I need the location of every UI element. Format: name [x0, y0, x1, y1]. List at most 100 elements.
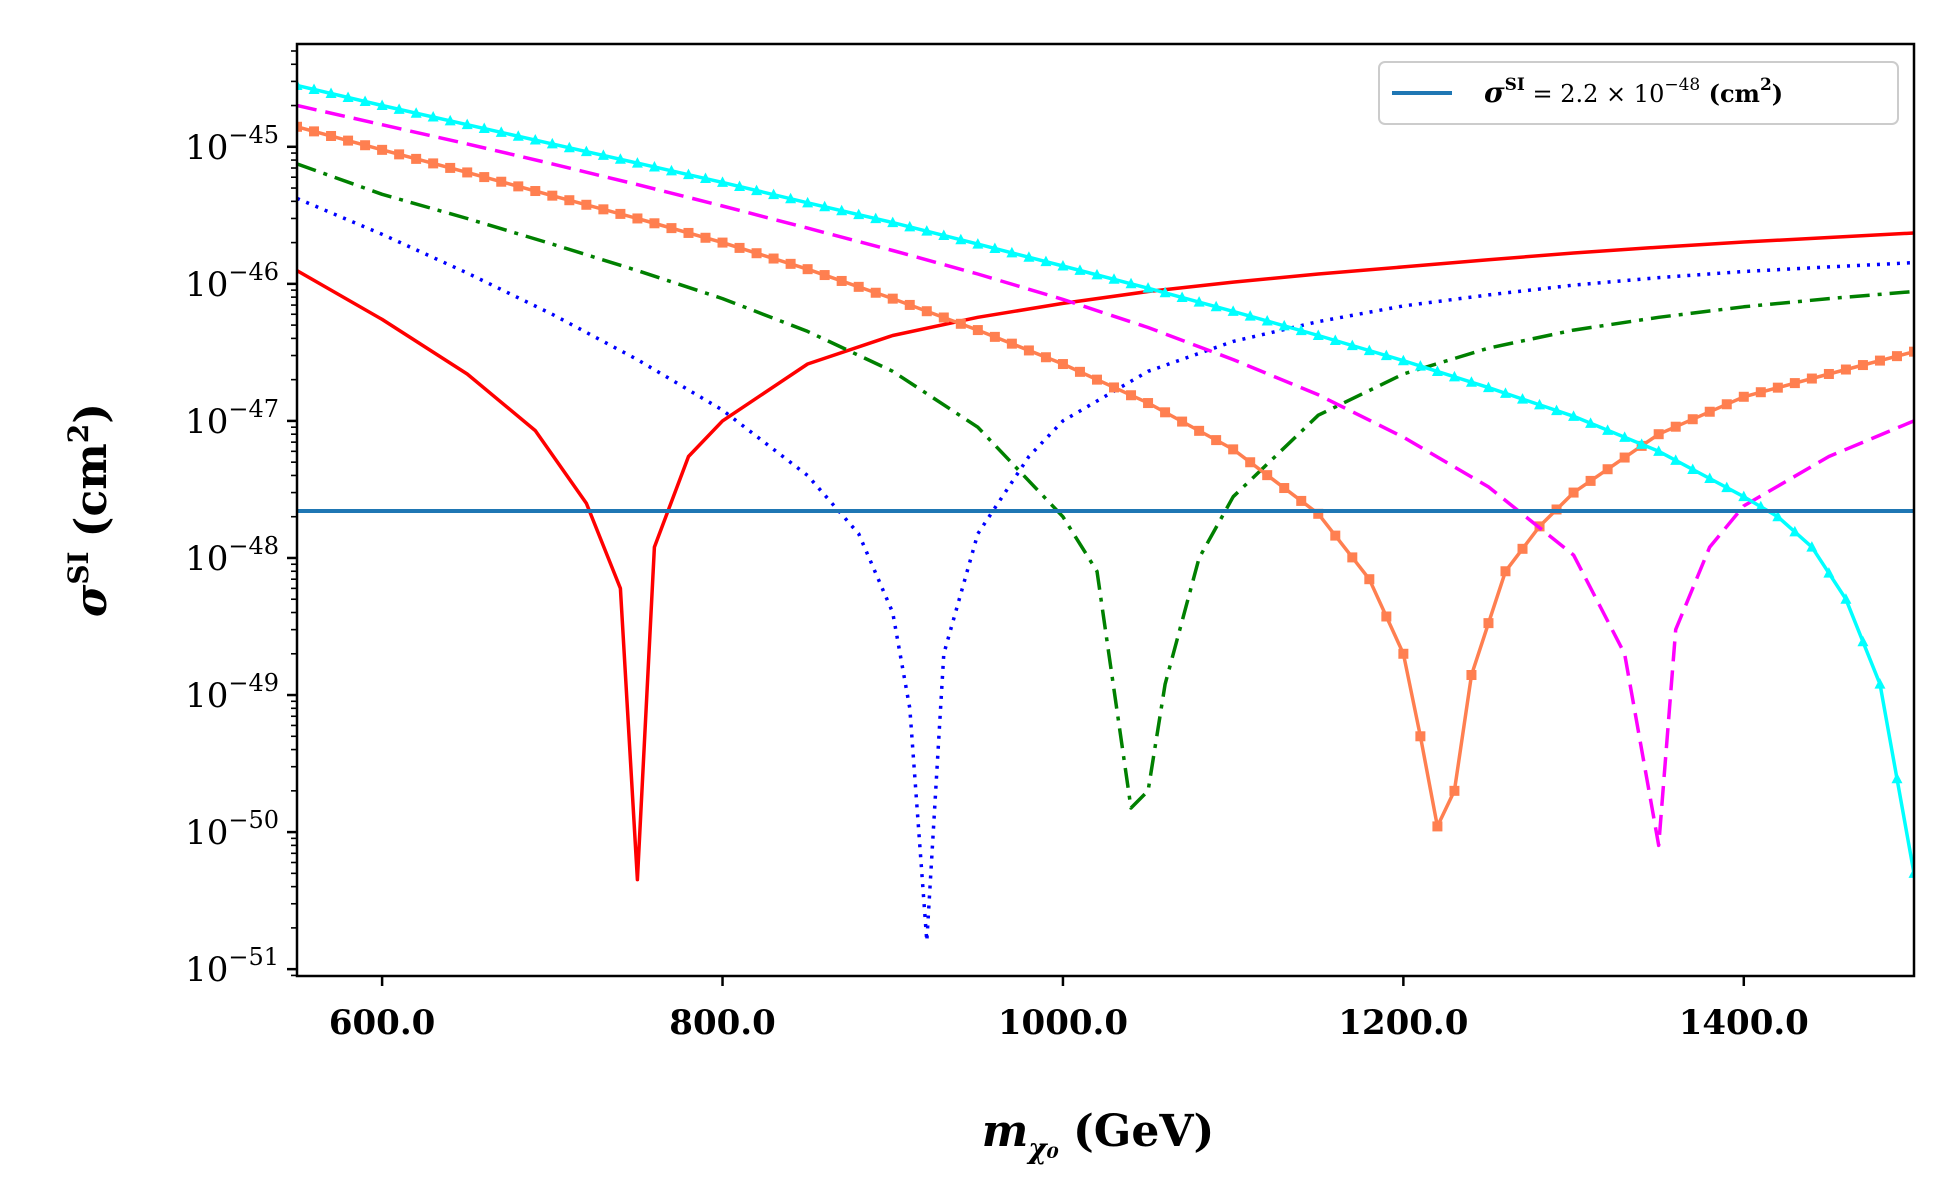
series-marker — [1449, 785, 1460, 796]
series-marker — [496, 176, 507, 187]
legend: σSI = 2.2 × 10−48 (cm2) — [1378, 61, 1899, 125]
series-marker — [1534, 398, 1546, 410]
series-marker — [1397, 354, 1409, 366]
series-marker — [1108, 273, 1120, 284]
y-major-ticks: 10−45 10−46 10−47 10−48 10−49 10−50 10−51 — [185, 121, 297, 990]
series-marker — [1738, 391, 1749, 402]
series-marker — [1602, 464, 1613, 475]
y-axis-title-sup: SI — [62, 551, 95, 584]
series-marker — [1006, 246, 1018, 258]
series-marker — [751, 184, 763, 196]
series-marker — [1211, 435, 1222, 446]
series-marker — [1278, 319, 1290, 331]
y-tick-label: 10−47 — [185, 395, 279, 442]
series-marker — [1023, 345, 1034, 356]
series-marker — [479, 172, 490, 183]
series-marker — [1482, 381, 1494, 393]
series-marker — [904, 299, 915, 310]
series-marker — [342, 91, 354, 103]
series-marker — [529, 134, 541, 145]
series-marker — [768, 253, 779, 264]
series-marker — [1891, 351, 1902, 362]
y-axis-title-main: σ — [66, 584, 117, 617]
series-marker — [598, 204, 609, 215]
legend-label-main: σ — [1484, 76, 1505, 109]
series-marker — [1023, 251, 1035, 262]
series-marker — [1499, 387, 1511, 398]
series-marker — [751, 248, 762, 259]
series-marker — [853, 281, 864, 292]
series-marker — [1329, 334, 1341, 346]
series-marker — [564, 195, 575, 206]
series-marker — [1091, 374, 1102, 385]
series-line-curve-magenta — [297, 103, 1914, 848]
series-marker — [1874, 678, 1886, 689]
series-marker — [665, 164, 677, 176]
series-marker — [1806, 373, 1817, 384]
series-marker — [853, 208, 865, 220]
series-marker — [1006, 338, 1017, 349]
series-marker — [580, 145, 592, 157]
legend-label: σSI = 2.2 × 10−48 (cm2) — [1484, 75, 1783, 109]
series-marker — [1823, 567, 1835, 578]
series-marker — [309, 126, 320, 137]
series-marker — [938, 229, 950, 240]
series-marker — [1500, 566, 1511, 577]
y-tick-label: 10−49 — [185, 669, 279, 716]
plot-frame — [295, 42, 1916, 978]
series-marker — [717, 237, 728, 248]
series-marker — [1551, 404, 1563, 416]
y-tick-label: 10−50 — [185, 806, 279, 853]
series-marker — [734, 242, 745, 253]
series-marker — [1330, 530, 1341, 541]
series-marker — [955, 318, 966, 329]
series-marker — [308, 83, 320, 95]
series-marker — [1193, 296, 1205, 307]
series-marker — [1040, 352, 1051, 363]
y-axis-title-unit-sup: 2 — [62, 424, 95, 443]
series-marker — [1687, 414, 1698, 425]
series-marker — [682, 168, 694, 180]
y-minor-ticks — [291, 50, 297, 977]
series-markers-curve-cyan — [297, 79, 1914, 878]
series-marker — [615, 208, 626, 219]
y-axis-title: σSI (cm2) — [62, 403, 117, 617]
series-marker — [989, 331, 1000, 342]
series-marker — [1227, 305, 1239, 316]
series-marker — [1789, 378, 1800, 389]
series-marker — [1465, 376, 1477, 387]
series-marker — [512, 130, 524, 141]
series-marker — [1346, 339, 1358, 351]
series-marker — [1466, 670, 1477, 681]
series-line-curve-cyan — [297, 83, 1914, 874]
legend-label-unit-close: ) — [1772, 79, 1783, 108]
series-marker — [648, 160, 660, 172]
legend-label-eq: = 2.2 × 10 — [1525, 80, 1664, 108]
series-marker — [1806, 541, 1818, 552]
series-marker — [461, 118, 473, 130]
x-tick-label: 600.0 — [329, 1003, 435, 1043]
series-layer — [297, 79, 1914, 943]
y-axis-title-unit-close: ) — [66, 403, 117, 424]
series-marker — [938, 312, 949, 323]
series-marker — [343, 135, 354, 146]
series-marker — [297, 121, 302, 132]
series-marker — [614, 153, 626, 164]
series-marker — [513, 181, 524, 192]
series-line-curve-coral — [297, 125, 1914, 829]
series-marker — [819, 270, 830, 281]
series-marker — [1602, 424, 1614, 435]
series-marker — [666, 223, 677, 234]
series-marker — [1653, 445, 1665, 456]
series-marker — [836, 275, 847, 286]
series-marker — [972, 325, 983, 336]
series-marker — [1125, 277, 1137, 289]
series-marker — [1414, 360, 1426, 371]
series-marker — [325, 87, 337, 99]
series-marker — [1194, 425, 1205, 436]
series-marker — [1789, 525, 1801, 537]
legend-label-unit-sup: 2 — [1760, 75, 1772, 95]
series-marker — [1517, 393, 1529, 404]
series-marker — [717, 176, 729, 187]
series-marker — [1074, 264, 1086, 275]
